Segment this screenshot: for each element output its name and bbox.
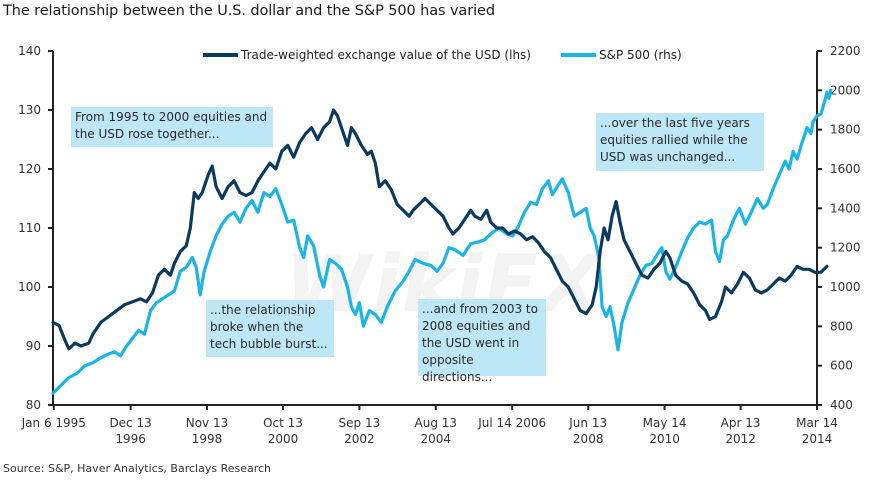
y-left-tick-label: 130 [18,103,41,117]
x-tick-label: Jan 6 1995 [21,416,86,430]
x-tick-label-year: 2010 [649,432,680,446]
annotation-tech-bubble: ...the relationship broke when the tech … [206,300,334,357]
x-tick-label-year: 2002 [344,432,375,446]
annotation-2003-2008: ...and from 2003 to 2008 equities and th… [418,299,546,384]
x-tick-label: Mar 14 [796,416,838,430]
x-tick-label-year: 1996 [115,432,146,446]
x-tick-label: Aug 13 [415,416,458,430]
y-right-tick-label: 1000 [830,280,861,294]
x-tick-label: May 14 [643,416,687,430]
y-right-tick-label: 2200 [830,44,861,58]
legend-label-usd: Trade-weighted exchange value of the USD… [240,48,531,62]
y-right-tick-label: 1400 [830,201,861,215]
legend: Trade-weighted exchange value of the USD… [203,48,682,62]
annotation-1995-2000: From 1995 to 2000 equities and the USD r… [71,107,273,147]
y-right-tick-label: 600 [830,359,853,373]
x-tick-label: Jun 13 [568,416,607,430]
source-note: Source: S&P, Haver Analytics, Barclays R… [3,462,272,475]
y-right-tick-label: 1200 [830,241,861,255]
x-tick-label: Sep 13 [339,416,381,430]
x-tick-label-year: 2008 [573,432,604,446]
axes: 80 90 100 110 120 130 140 400 600 800 1000 1200 1400… [18,44,860,446]
x-tick-label: Dec 13 [109,416,151,430]
y-left-tick-label: 120 [18,162,41,176]
x-tick-label: Oct 13 [263,416,303,430]
y-right-tick-label: 800 [830,319,853,333]
y-right-tick-label: 400 [830,398,853,412]
y-left-tick-label: 90 [26,339,41,353]
y-right-tick-label: 1800 [830,123,861,137]
x-tick-label-year: 2012 [725,432,756,446]
annotation-last-five-years: ...over the last five years equities ral… [596,113,764,171]
chart-title: The relationship between the U.S. dollar… [3,3,495,19]
y-left-tick-label: 100 [18,280,41,294]
x-tick-label-year: 2000 [268,432,299,446]
y-right-tick-label: 2000 [830,83,861,97]
y-left-tick-label: 140 [18,44,41,58]
x-tick-label-year: 2014 [802,432,833,446]
x-tick-label-year: 2004 [421,432,452,446]
series-group [51,88,833,395]
y-left-tick-label: 110 [18,221,41,235]
x-tick-label: Jul 14 2006 [477,416,546,430]
y-right-tick-label: 1600 [830,162,861,176]
x-tick-label: Apr 13 [721,416,761,430]
x-tick-label: Nov 13 [186,416,229,430]
y-left-tick-label: 80 [26,398,41,412]
legend-label-spx: S&P 500 (rhs) [599,48,682,62]
x-tick-label-year: 1998 [192,432,223,446]
